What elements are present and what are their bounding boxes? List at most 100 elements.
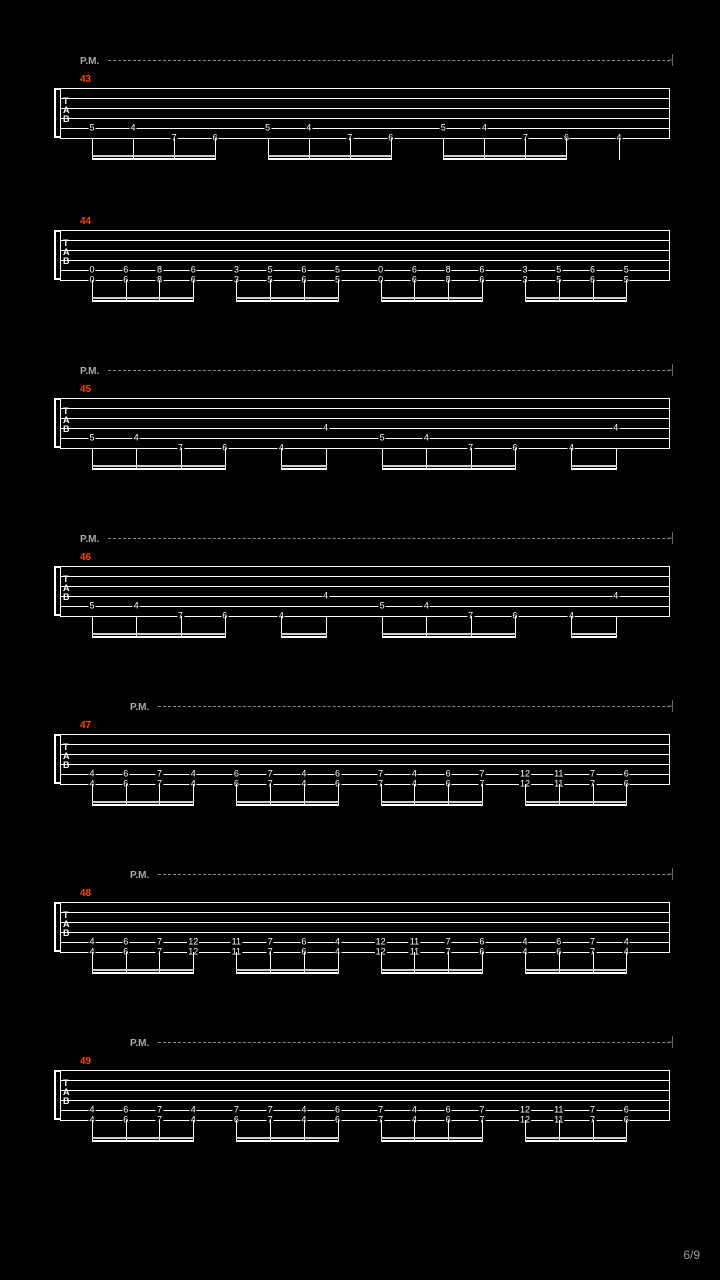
staff-line: [60, 438, 670, 439]
beam: [571, 465, 616, 467]
staff-line: [60, 952, 670, 953]
fret-number: 4: [190, 1106, 197, 1115]
beam: [525, 1140, 627, 1142]
palm-mute-label: P.M.: [130, 870, 149, 881]
fret-number: 4: [423, 602, 430, 611]
beam: [571, 633, 616, 635]
beam: [382, 636, 516, 638]
fret-number: 7: [156, 770, 163, 779]
beam: [281, 465, 326, 467]
staff-line: [60, 784, 670, 785]
fret-number: 3: [522, 266, 529, 275]
fret-number: 6: [300, 938, 307, 947]
tab-staff: TAB4466771212111177664412121111776644667…: [60, 902, 670, 952]
tab-page: P.M.┤43TAB547654765476444TAB006688663355…: [0, 0, 720, 1280]
beam: [236, 1137, 338, 1139]
barline: [669, 902, 670, 952]
staff-line: [60, 88, 670, 89]
palm-mute-dash: [108, 538, 670, 540]
staff-line: [60, 448, 670, 449]
beam: [525, 300, 627, 302]
fret-number: 7: [156, 938, 163, 947]
fret-number: 5: [440, 124, 447, 133]
palm-mute-label: P.M.: [80, 56, 99, 67]
palm-mute-dash: [108, 370, 670, 372]
staff-line: [60, 616, 670, 617]
staff-line: [60, 596, 670, 597]
barline: [669, 566, 670, 616]
staff-line: [60, 1110, 670, 1111]
beam: [525, 969, 627, 971]
beam: [236, 801, 338, 803]
fret-number: 8: [156, 266, 163, 275]
fret-number: 4: [411, 1106, 418, 1115]
tab-clef: TAB: [63, 743, 70, 770]
staff-line: [60, 1100, 670, 1101]
page-number: 6/9: [683, 1248, 700, 1262]
fret-number: 7: [156, 1106, 163, 1115]
fret-number: 7: [589, 938, 596, 947]
palm-mute-end: ┤: [669, 55, 676, 66]
tab-clef: TAB: [63, 239, 70, 266]
tab-staff: TAB5476547654764: [60, 88, 670, 138]
beam: [382, 465, 516, 467]
barline: [60, 398, 61, 448]
staff-line: [60, 398, 670, 399]
beam: [92, 972, 194, 974]
barline: [60, 1070, 61, 1120]
beam: [525, 801, 627, 803]
tab-staff: TAB547644547644: [60, 566, 670, 616]
fret-number: 6: [623, 770, 630, 779]
fret-number: 12: [375, 938, 387, 947]
barline: [60, 230, 61, 280]
beam: [92, 1140, 194, 1142]
staff-line: [60, 764, 670, 765]
fret-number: 5: [334, 266, 341, 275]
measure: P.M.┤46TAB547644547644: [60, 566, 670, 616]
palm-mute-dash: [158, 874, 670, 876]
fret-number: 5: [623, 266, 630, 275]
beam: [236, 297, 338, 299]
beam: [92, 804, 194, 806]
tab-clef: TAB: [63, 575, 70, 602]
beam: [381, 972, 483, 974]
fret-number: 4: [623, 938, 630, 947]
fret-number: 7: [445, 938, 452, 947]
bar-number: 44: [80, 216, 91, 227]
fret-number: 6: [478, 938, 485, 947]
staff-line: [60, 118, 670, 119]
staff-line: [60, 1080, 670, 1081]
fret-number: 6: [555, 938, 562, 947]
barline: [60, 902, 61, 952]
fret-number: 4: [300, 1106, 307, 1115]
bar-number: 49: [80, 1056, 91, 1067]
fret-number: 6: [122, 1106, 129, 1115]
fret-number: 7: [267, 1106, 274, 1115]
beam: [443, 155, 567, 157]
beam: [525, 297, 627, 299]
fret-number: 7: [478, 770, 485, 779]
staff-line: [60, 586, 670, 587]
beam: [268, 155, 392, 157]
barline: [60, 88, 61, 138]
beam: [381, 297, 483, 299]
beam: [92, 468, 226, 470]
fret-number: 5: [379, 434, 386, 443]
fret-number: 7: [267, 770, 274, 779]
staff-line: [60, 240, 670, 241]
beam: [525, 972, 627, 974]
beam: [381, 804, 483, 806]
staff-line: [60, 754, 670, 755]
fret-number: 11: [409, 938, 420, 947]
staff-line: [60, 1120, 670, 1121]
tab-clef: TAB: [63, 911, 70, 938]
fret-number: 11: [231, 938, 242, 947]
fret-number: 4: [305, 124, 312, 133]
palm-mute-end: ┤: [669, 869, 676, 880]
beam: [236, 1140, 338, 1142]
fret-number: 6: [478, 266, 485, 275]
fret-number: 6: [122, 266, 129, 275]
staff-line: [60, 942, 670, 943]
measure: P.M.┤43TAB5476547654764: [60, 88, 670, 138]
fret-number: 5: [379, 602, 386, 611]
